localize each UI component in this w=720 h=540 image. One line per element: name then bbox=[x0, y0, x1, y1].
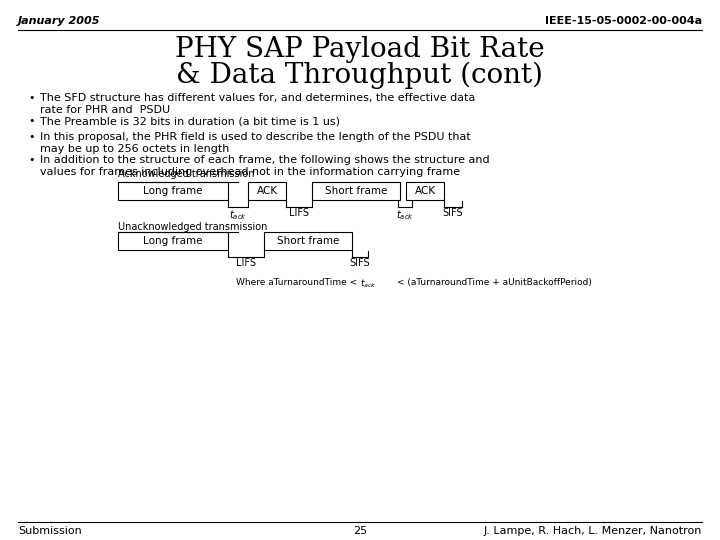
Text: LIFS: LIFS bbox=[289, 208, 309, 219]
Text: $t_{ack}$: $t_{ack}$ bbox=[229, 208, 247, 222]
Text: Short frame: Short frame bbox=[276, 236, 339, 246]
Text: 25: 25 bbox=[353, 526, 367, 536]
Text: The SFD structure has different values for, and determines, the effective data
r: The SFD structure has different values f… bbox=[40, 93, 475, 116]
Text: In this proposal, the PHR field is used to describe the length of the PSDU that
: In this proposal, the PHR field is used … bbox=[40, 132, 471, 154]
Text: January 2005: January 2005 bbox=[18, 16, 101, 26]
Text: IEEE-15-05-0002-00-004a: IEEE-15-05-0002-00-004a bbox=[545, 16, 702, 26]
Text: •: • bbox=[28, 93, 35, 103]
Text: ACK: ACK bbox=[415, 186, 436, 196]
Bar bbox=[118, 182, 228, 200]
Text: In addition to the structure of each frame, the following shows the structure an: In addition to the structure of each fra… bbox=[40, 155, 490, 178]
Text: Short frame: Short frame bbox=[325, 186, 387, 196]
Text: < (aTurnaroundTime + aUnitBackoffPeriod): < (aTurnaroundTime + aUnitBackoffPeriod) bbox=[394, 278, 592, 287]
Bar bbox=[312, 182, 400, 200]
Text: SIFS: SIFS bbox=[443, 208, 463, 219]
Text: $t_{ack}$: $t_{ack}$ bbox=[360, 278, 377, 291]
Bar bbox=[118, 232, 228, 250]
Text: SIFS: SIFS bbox=[350, 259, 370, 268]
Text: Unacknowledged transmission: Unacknowledged transmission bbox=[118, 222, 267, 232]
Text: ACK: ACK bbox=[256, 186, 278, 196]
Bar bbox=[264, 232, 352, 250]
Text: Long frame: Long frame bbox=[143, 186, 203, 196]
Text: •: • bbox=[28, 116, 35, 126]
Text: LIFS: LIFS bbox=[236, 259, 256, 268]
Text: The Preamble is 32 bits in duration (a bit time is 1 us): The Preamble is 32 bits in duration (a b… bbox=[40, 116, 340, 126]
Text: •: • bbox=[28, 155, 35, 165]
Text: J. Lampe, R. Hach, L. Menzer, Nanotron: J. Lampe, R. Hach, L. Menzer, Nanotron bbox=[484, 526, 702, 536]
Text: •: • bbox=[28, 132, 35, 142]
Text: $t_{ack}$: $t_{ack}$ bbox=[396, 208, 414, 222]
Bar bbox=[248, 182, 286, 200]
Text: Long frame: Long frame bbox=[143, 236, 203, 246]
Text: Acknowledged transmission: Acknowledged transmission bbox=[118, 169, 254, 179]
Bar bbox=[406, 182, 444, 200]
Text: Where aTurnaroundTime <: Where aTurnaroundTime < bbox=[236, 278, 360, 287]
Text: & Data Throughput (cont): & Data Throughput (cont) bbox=[176, 62, 544, 89]
Text: PHY SAP Payload Bit Rate: PHY SAP Payload Bit Rate bbox=[175, 36, 545, 63]
Text: Submission: Submission bbox=[18, 526, 82, 536]
